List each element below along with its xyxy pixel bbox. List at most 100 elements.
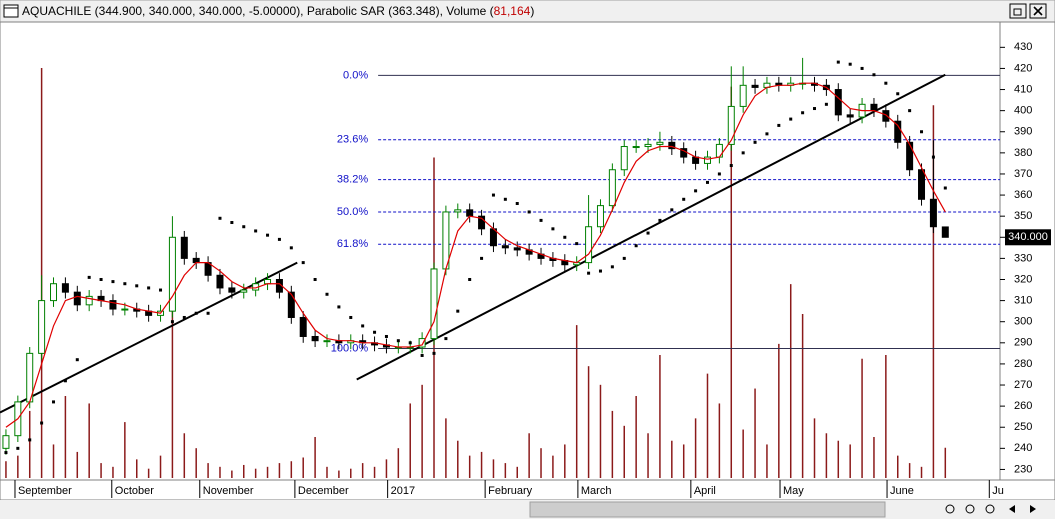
sar-dot bbox=[396, 339, 400, 343]
candle-body bbox=[85, 295, 93, 306]
candle-body bbox=[287, 291, 295, 318]
zoom-out-icon[interactable] bbox=[985, 504, 995, 514]
candle-body bbox=[478, 215, 486, 230]
candle-body bbox=[38, 300, 46, 354]
trendline bbox=[356, 73, 946, 381]
y-tick-label: 370 bbox=[1014, 168, 1032, 180]
sar-dot bbox=[123, 282, 127, 286]
sar-dot bbox=[694, 189, 698, 193]
sar-dot bbox=[4, 451, 8, 455]
chart-title: AQUACHILE (344.900, 340.000, 340.000, -5… bbox=[22, 4, 534, 18]
candle-body bbox=[751, 84, 759, 88]
sar-dot bbox=[563, 235, 567, 239]
zoom-in-icon[interactable] bbox=[965, 504, 975, 514]
sar-dot bbox=[230, 221, 234, 225]
sar-dot bbox=[789, 117, 793, 121]
candle-body bbox=[299, 316, 307, 337]
candle-body bbox=[585, 226, 593, 264]
y-tick-label: 280 bbox=[1014, 358, 1032, 370]
last-price-box bbox=[1005, 229, 1051, 246]
y-tick-label: 240 bbox=[1014, 442, 1032, 454]
restore-button[interactable] bbox=[1009, 3, 1027, 19]
sar-dot bbox=[658, 218, 662, 222]
sar-dot bbox=[622, 256, 626, 260]
candle-body bbox=[846, 114, 854, 118]
zoom-icon[interactable] bbox=[945, 504, 955, 514]
sar-dot bbox=[361, 324, 365, 328]
sar-dot bbox=[456, 309, 460, 313]
candle-body bbox=[941, 226, 949, 238]
sar-dot bbox=[432, 351, 436, 355]
candle-body bbox=[192, 257, 200, 264]
sar-dot bbox=[408, 341, 412, 345]
candle-body bbox=[703, 156, 711, 164]
x-tick-label: November bbox=[203, 485, 254, 497]
sar-dot bbox=[170, 320, 174, 324]
sar-dot bbox=[824, 102, 828, 106]
sar-dot bbox=[634, 244, 638, 248]
sar-dot bbox=[289, 246, 293, 250]
sar-dot bbox=[254, 229, 258, 233]
candle-body bbox=[727, 105, 735, 145]
sar-dot bbox=[40, 421, 44, 425]
sar-dot bbox=[218, 216, 222, 220]
y-tick-label: 410 bbox=[1014, 83, 1032, 95]
sar-dot bbox=[337, 305, 341, 309]
sar-dot bbox=[920, 130, 924, 134]
x-tick-label: October bbox=[115, 485, 154, 497]
candle-body bbox=[608, 169, 616, 207]
sar-dot bbox=[943, 186, 947, 190]
y-tick-label: 230 bbox=[1014, 463, 1032, 475]
sar-dot bbox=[28, 438, 32, 442]
scroll-arrows[interactable] bbox=[1009, 505, 1036, 513]
candle-body bbox=[121, 308, 129, 311]
sar-dot bbox=[313, 277, 317, 281]
sar-dot bbox=[884, 81, 888, 85]
candle-body bbox=[311, 335, 319, 342]
y-tick-label: 300 bbox=[1014, 316, 1032, 328]
y-tick-label: 400 bbox=[1014, 105, 1032, 117]
sar-dot bbox=[705, 180, 709, 184]
sar-dot bbox=[277, 237, 281, 241]
y-tick-label: 350 bbox=[1014, 210, 1032, 222]
candle-body bbox=[870, 103, 878, 112]
scrollbar[interactable] bbox=[0, 500, 1055, 519]
y-tick-label: 310 bbox=[1014, 295, 1032, 307]
candle-body bbox=[180, 236, 188, 259]
sar-dot bbox=[527, 210, 531, 214]
candle-body bbox=[644, 143, 652, 148]
sar-dot bbox=[349, 315, 353, 319]
y-tick-label: 390 bbox=[1014, 126, 1032, 138]
candle-body bbox=[894, 120, 902, 143]
x-tick-label: June bbox=[890, 485, 914, 497]
restore-icon bbox=[1013, 8, 1022, 16]
y-tick-label: 430 bbox=[1014, 41, 1032, 53]
sar-dot bbox=[147, 286, 151, 290]
candle-body bbox=[906, 141, 914, 171]
window-icon[interactable] bbox=[3, 4, 19, 18]
title-volume: 81,164 bbox=[494, 4, 531, 18]
sar-dot bbox=[135, 284, 139, 288]
sar-dot bbox=[16, 446, 20, 450]
sar-dot bbox=[194, 311, 198, 315]
fib-label: 100.0% bbox=[331, 342, 369, 354]
candle-body bbox=[168, 236, 176, 312]
fib-label: 0.0% bbox=[343, 69, 368, 81]
x-tick-label: September bbox=[18, 485, 72, 497]
fib-label: 38.2% bbox=[337, 174, 368, 186]
plot-area bbox=[0, 21, 1001, 481]
y-tick-label: 250 bbox=[1014, 421, 1032, 433]
x-tick-label: May bbox=[783, 485, 804, 497]
sar-dot bbox=[587, 271, 591, 275]
candle-body bbox=[620, 146, 628, 171]
sar-dot bbox=[729, 164, 733, 168]
sar-dot bbox=[242, 225, 246, 229]
candle-body bbox=[929, 198, 937, 228]
candle-body bbox=[501, 245, 509, 249]
scroll-thumb[interactable] bbox=[529, 501, 886, 518]
candle-body bbox=[632, 146, 640, 149]
sar-dot bbox=[515, 202, 519, 206]
x-tick-label: December bbox=[298, 485, 349, 497]
candle-body bbox=[109, 300, 117, 310]
